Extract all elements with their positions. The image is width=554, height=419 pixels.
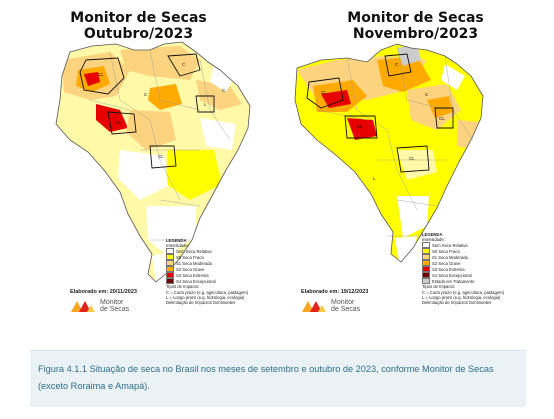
impact-mark-cl: CL (439, 116, 445, 121)
map-legend: LEGENDA Intensidade: Sem Seca Relativa S… (422, 232, 505, 306)
legend-item: Sem Seca Relativa (422, 242, 504, 249)
legend-item: S3 Seca Extrema (422, 266, 504, 273)
elaborado-date: Elaborado em: 19/12/2023 (301, 289, 369, 295)
logo-text-line2: de Secas (100, 306, 130, 313)
logo-text-line1: Monitor (331, 299, 355, 306)
legend-item: S1 Seca Moderada (166, 260, 248, 267)
monitor-de-secas-logo: Monitor de Secas (70, 299, 129, 313)
brazil-drought-map: CL CL CL CL C C L (294, 43, 484, 263)
elaborado-date: Elaborado em: 20/11/2023 (70, 289, 137, 295)
drought-map-panel-october: Monitor de Secas Outubro/2023 (0, 0, 277, 340)
legend-item: S3 Seca Extrema (166, 272, 248, 279)
figure-caption: Figura 4.1.1 Situação de seca no Brasil … (38, 364, 494, 391)
legend-item: S4 Seca Excepcional (166, 278, 248, 285)
logo-icon (71, 301, 95, 312)
impact-mark-cl: CL (357, 124, 363, 129)
impact-mark-cl: CL (409, 156, 415, 161)
caption-box (30, 350, 526, 407)
map-title: Monitor de Secas Novembro/2023 (347, 10, 484, 42)
brazil-drought-map: CL C CL CL L C C (55, 41, 251, 283)
logo-text-line2: de Secas (331, 306, 361, 313)
impact-mark-l: L (204, 102, 207, 107)
drought-map-panel-november: Monitor de Secas Novembro/2023 (277, 0, 554, 340)
impact-mark-cl: CL (98, 72, 104, 77)
impact-mark-l: L (373, 176, 376, 181)
impact-mark-c: C (222, 88, 226, 93)
legend-item: Estado em Tratamento (422, 278, 504, 285)
legend-item: S4 Seca Excepcional (422, 272, 504, 279)
monitor-de-secas-logo: Monitor de Secas (301, 299, 360, 313)
impact-mark-c: C (425, 92, 429, 97)
impact-mark-c: C (395, 62, 399, 67)
impact-mark-c: C (144, 92, 148, 97)
legend-item: S2 Seca Grave (422, 260, 504, 267)
map-title: Monitor de Secas Outubro/2023 (70, 10, 207, 42)
legend-item: S0 Seca Fraca (166, 254, 248, 261)
legend-item: Sem Seca Relativa (166, 248, 248, 255)
legend-item: S1 Seca Moderada (422, 254, 504, 261)
logo-text-line1: Monitor (100, 299, 124, 306)
logo-icon (302, 301, 326, 312)
impact-mark-cl: CL (321, 90, 327, 95)
legend-item: S2 Seca Grave (166, 266, 248, 273)
impact-mark-cl: CL (116, 120, 122, 125)
map-legend: LEGENDA Intensidade: Sem Seca Relativa S… (166, 238, 249, 306)
impact-mark-c: C (182, 62, 186, 67)
legend-item: S0 Seca Fraca (422, 248, 504, 255)
impact-mark-cl: CL (158, 154, 164, 159)
